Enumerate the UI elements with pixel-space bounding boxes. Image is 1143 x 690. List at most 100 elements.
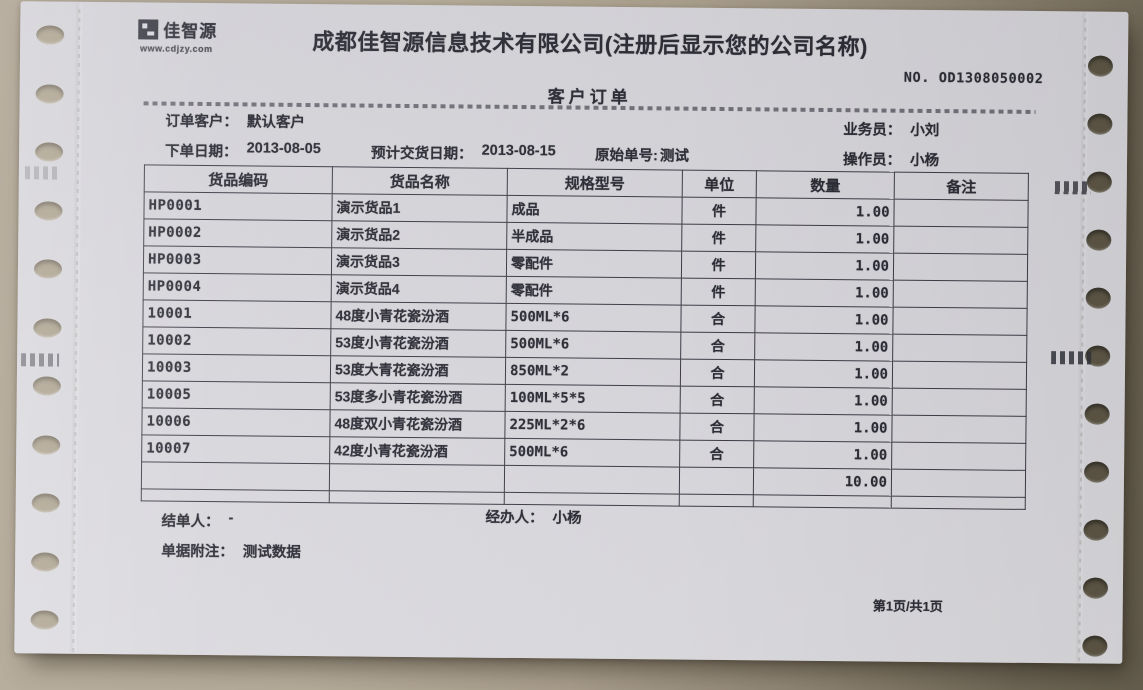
- cell-note: [893, 226, 1028, 255]
- operator-field: 操作员： 小杨: [843, 148, 939, 170]
- tractor-feed-hole: [1082, 635, 1108, 657]
- original-number-field: 原始单号: 测试: [595, 144, 689, 166]
- cell-qty: 1.00: [753, 413, 893, 443]
- tractor-feed-hole: [1082, 577, 1109, 599]
- cell-name: 53度小青花瓷汾酒: [330, 328, 506, 358]
- items-table: 货品编码 货品名称 规格型号 单位 数量 备注 HP0001 演示货品1 成品件 1.00 HP0…: [141, 164, 1029, 510]
- cell-spec: 225ML*2*6: [504, 411, 681, 441]
- registration-mark: [21, 353, 60, 367]
- order-date-field: 下单日期： 2013-08-05: [165, 140, 321, 162]
- cell-code: 10005: [142, 380, 331, 410]
- column-header-unit: 单位: [682, 170, 757, 198]
- cell-spec: 500ML*6: [505, 330, 681, 360]
- logo-text: 佳智源: [163, 21, 218, 42]
- tractor-feed-hole: [31, 551, 60, 572]
- field-label: 订单客户：: [165, 113, 238, 131]
- cell-code: 10006: [141, 407, 331, 437]
- registration-mark: [1051, 351, 1092, 365]
- cell-unit: 件: [681, 197, 757, 225]
- tractor-feed-hole: [34, 142, 64, 162]
- cell-unit: 合: [679, 440, 754, 468]
- cell-code: HP0002: [143, 218, 332, 248]
- registration-mark: [24, 166, 59, 180]
- field-label: 经办人：: [485, 509, 544, 527]
- tractor-feed-hole: [36, 25, 65, 45]
- cell-spec: 850ML*2: [505, 357, 681, 387]
- cell-note: [893, 199, 1029, 228]
- cell-name: 演示货品2: [331, 220, 507, 250]
- cell-spec: 成品: [506, 195, 683, 225]
- tractor-feed-hole: [32, 376, 61, 396]
- tractor-feed-holes-right: [21, 1, 1129, 657]
- field-label: 结单人：: [161, 513, 220, 531]
- cell-qty: 1.00: [755, 251, 894, 281]
- closer-field: 结单人： -: [161, 510, 233, 532]
- tractor-feed-hole: [1083, 519, 1109, 541]
- field-label: 操作员：: [842, 152, 902, 169]
- handler-field: 经办人： 小杨: [486, 506, 582, 528]
- cell-code: 10007: [141, 434, 330, 464]
- cell-unit: 合: [680, 386, 755, 414]
- field-value: 2013-08-15: [481, 142, 556, 160]
- column-header-qty: 数量: [756, 170, 895, 200]
- field-value: 默认客户: [246, 114, 305, 131]
- cell-note: [892, 307, 1028, 336]
- cell-note: [891, 469, 1026, 498]
- cell-code: HP0001: [143, 191, 333, 221]
- cell-spec: 零配件: [506, 249, 682, 279]
- order-customer-field: 订单客户： 默认客户: [165, 110, 305, 132]
- column-header-spec: 规格型号: [507, 168, 683, 198]
- column-header-name: 货品名称: [332, 166, 508, 196]
- cell-spec: [504, 465, 680, 495]
- cell-qty: 1.00: [753, 440, 892, 470]
- cell-note: [892, 334, 1027, 363]
- cell-note: [891, 442, 1026, 471]
- cell-code: 10003: [142, 353, 331, 383]
- page-number: 第1页/共1页: [872, 598, 943, 615]
- cell-qty: 1.00: [754, 386, 893, 416]
- tractor-feed-hole: [30, 610, 59, 630]
- cell-qty: [753, 494, 892, 509]
- field-value: 小杨: [909, 152, 940, 170]
- tractor-feed-hole: [31, 493, 60, 513]
- cell-spec: 500ML*6: [505, 303, 682, 333]
- cell-name: 48度小青花瓷汾酒: [330, 301, 507, 331]
- company-title: 成都佳智源信息技术有限公司(注册后显示您的公司名称): [312, 29, 869, 60]
- field-value: 测试数据: [242, 544, 301, 561]
- field-label: 下单日期：: [165, 143, 238, 161]
- field-value: -: [228, 510, 234, 527]
- cell-qty: 1.00: [755, 197, 895, 227]
- cell-unit: 合: [680, 305, 756, 333]
- note-field: 单据附注： 测试数据: [161, 540, 301, 562]
- field-value: 2013-08-05: [246, 140, 321, 158]
- cell-note: [893, 280, 1028, 309]
- order-number: NO. OD1308050002: [903, 69, 1044, 88]
- cell-code: [141, 488, 330, 503]
- cell-unit: 件: [681, 224, 756, 252]
- cell-unit: [679, 494, 754, 507]
- cell-qty: 1.00: [754, 305, 894, 335]
- cell-name: 演示货品3: [331, 247, 507, 277]
- cell-spec: 半成品: [506, 222, 682, 252]
- printed-order-sheet: 佳智源 www.cdjzy.com 成都佳智源信息技术有限公司(注册后显示您的公…: [14, 1, 1129, 664]
- cell-name: 42度小青花瓷汾酒: [329, 436, 505, 466]
- cell-unit: 合: [680, 332, 755, 360]
- cell-qty: 10.00: [753, 467, 892, 497]
- cell-name: 53度多小青花瓷汾酒: [330, 382, 506, 412]
- column-header-note: 备注: [894, 172, 1029, 201]
- cell-qty: 1.00: [755, 278, 894, 308]
- cell-name: 53度大青花瓷汾酒: [330, 355, 506, 385]
- cell-unit: 件: [681, 251, 756, 279]
- cell-name: 48度双小青花瓷汾酒: [329, 409, 506, 439]
- cell-code: HP0003: [143, 245, 332, 275]
- field-label: 原始单号:: [594, 147, 658, 165]
- perforation-line-left: [72, 3, 81, 652]
- field-value: 小刘: [910, 122, 940, 140]
- cell-spec: [504, 492, 680, 507]
- cell-unit: 合: [679, 413, 755, 441]
- cell-unit: 件: [681, 278, 756, 306]
- field-value: 测试: [659, 148, 689, 165]
- registration-mark: [1054, 181, 1091, 195]
- cell-note: [892, 361, 1027, 390]
